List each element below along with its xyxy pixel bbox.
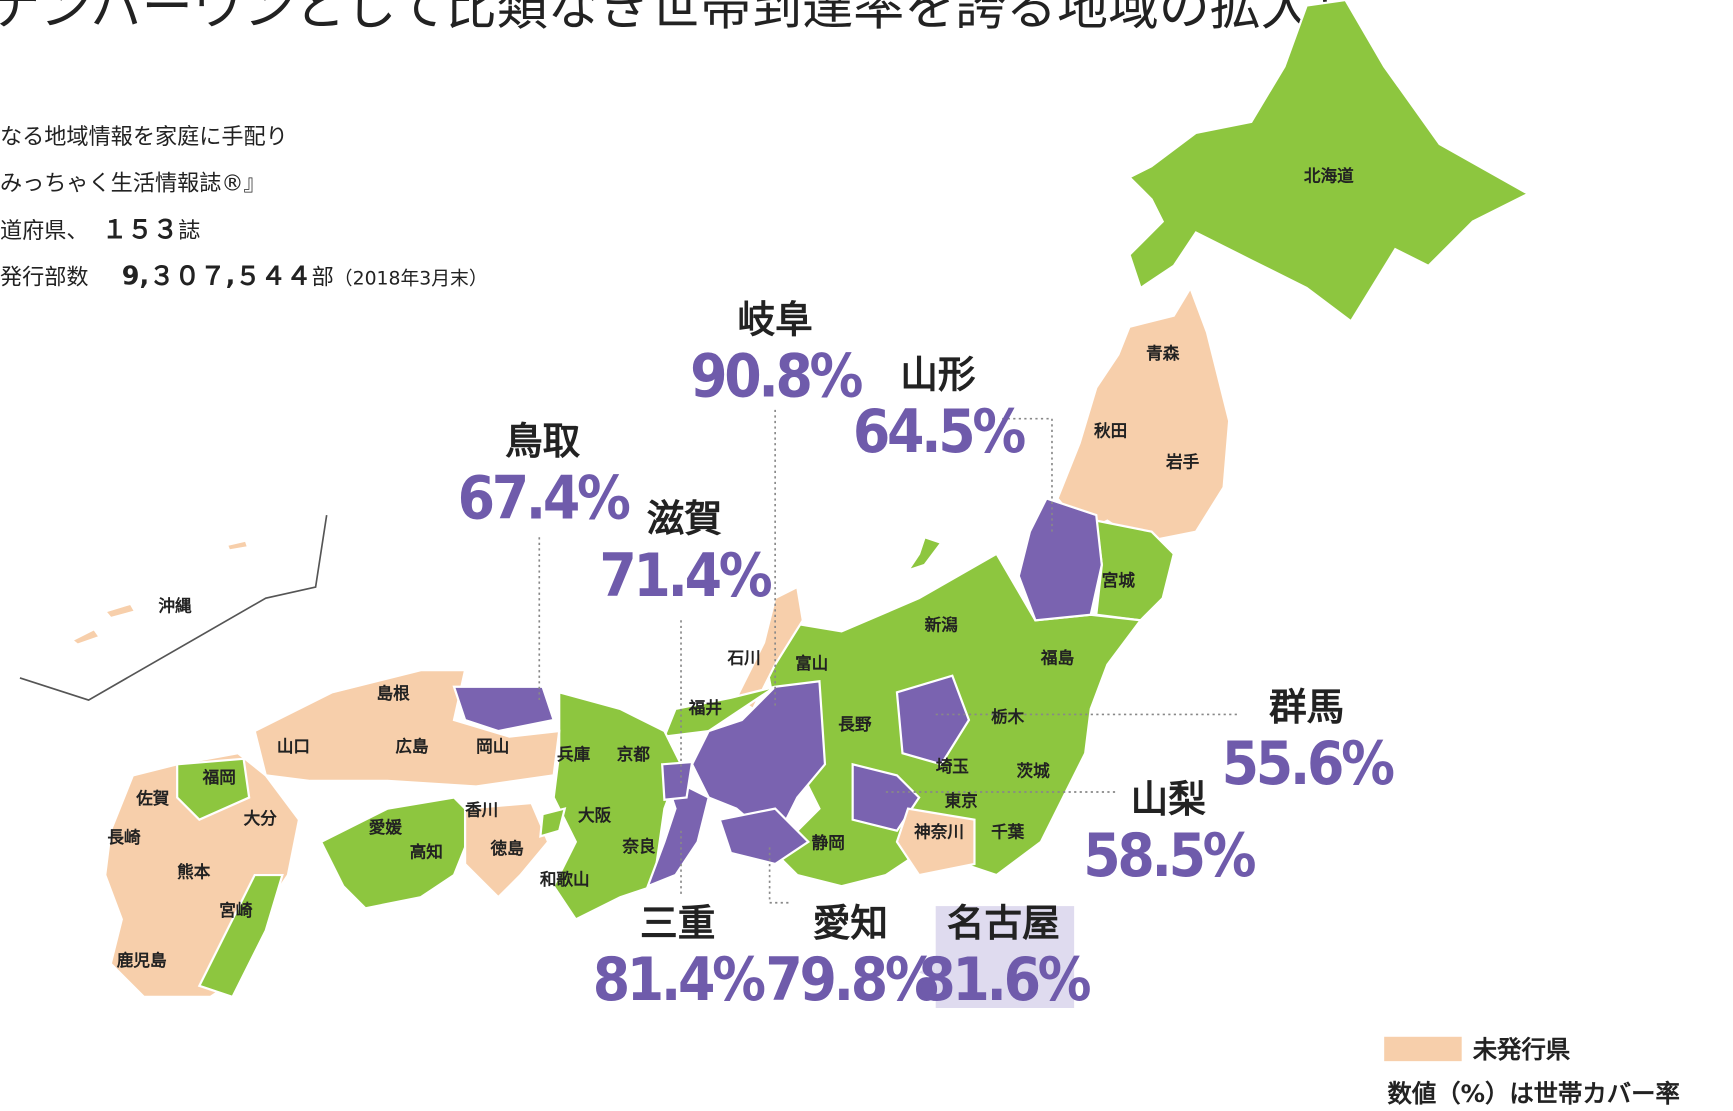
prefecture-label: 兵庫 bbox=[557, 744, 591, 764]
prefecture-label: 京都 bbox=[617, 744, 651, 764]
prefecture-label: 福井 bbox=[688, 697, 722, 717]
prefecture-label: 宮城 bbox=[1102, 570, 1136, 590]
prefecture-label: 岡山 bbox=[476, 737, 509, 756]
intro-line: 道府県、 １５３誌 bbox=[0, 215, 200, 245]
prefecture-label: 石川 bbox=[727, 649, 761, 668]
prefecture-label: 愛媛 bbox=[369, 817, 403, 837]
prefecture-label: 徳島 bbox=[490, 838, 525, 858]
region bbox=[227, 541, 248, 551]
intro-line: みっちゃく生活情報誌®』 bbox=[0, 171, 266, 197]
callout-name: 山形 bbox=[900, 353, 976, 397]
region bbox=[105, 604, 135, 618]
prefecture-label: 長野 bbox=[838, 715, 872, 734]
prefecture-label: 高知 bbox=[410, 841, 443, 861]
prefecture-label: 大阪 bbox=[578, 805, 612, 825]
intro-number: 9,３０７,５４４ bbox=[122, 262, 312, 292]
prefecture-label: 大分 bbox=[244, 808, 278, 828]
prefecture-label: 秋田 bbox=[1094, 420, 1127, 440]
callout-value: 79.8% bbox=[765, 945, 937, 1015]
callout-name: 三重 bbox=[640, 901, 715, 945]
intro-note: （2018年3月末） bbox=[334, 268, 488, 290]
region bbox=[321, 798, 476, 909]
intro-text: 誌 bbox=[178, 218, 200, 244]
prefecture-label: 鹿児島 bbox=[117, 950, 167, 970]
region bbox=[1129, 0, 1528, 321]
callout-value: 64.5% bbox=[853, 397, 1025, 467]
prefecture-label: 福岡 bbox=[202, 767, 236, 787]
prefecture-label: 熊本 bbox=[177, 861, 211, 881]
callout-value: 90.8% bbox=[690, 342, 862, 412]
legend: 未発行県 数値（%）は世帯カバー率 bbox=[1384, 1035, 1680, 1108]
legend-label: 未発行県 bbox=[1473, 1035, 1571, 1064]
title: ナンバーワンとして比類なき世帯到達率を誇る地域の拡大） bbox=[0, 0, 1363, 37]
intro-line: 発行部数 9,３０７,５４４部（2018年3月末） bbox=[0, 262, 488, 292]
intro-line: なる地域情報を家庭に手配り bbox=[0, 124, 288, 150]
prefecture-label: 千葉 bbox=[991, 821, 1025, 841]
callout-value: 81.4% bbox=[593, 945, 765, 1015]
prefecture-label: 北海道 bbox=[1304, 166, 1354, 186]
prefecture-label: 埼玉 bbox=[936, 756, 970, 776]
prefecture-label: 新潟 bbox=[925, 614, 959, 634]
callout-value: 81.6% bbox=[918, 945, 1090, 1015]
prefecture-label: 岩手 bbox=[1165, 452, 1200, 472]
callout-name: 名古屋 bbox=[947, 901, 1060, 945]
intro-text: 発行部数 bbox=[0, 265, 89, 291]
prefecture-label: 奈良 bbox=[621, 836, 656, 856]
prefecture-label: 神奈川 bbox=[914, 821, 964, 841]
region bbox=[662, 762, 692, 800]
prefecture-label: 広島 bbox=[395, 736, 429, 756]
callout-value: 71.4% bbox=[599, 541, 771, 611]
prefecture-label: 茨城 bbox=[1017, 761, 1051, 781]
callout-name: 岐阜 bbox=[738, 297, 813, 341]
prefecture-label: 東京 bbox=[945, 790, 978, 810]
prefecture-label: 島根 bbox=[376, 683, 410, 703]
callout-name: 滋賀 bbox=[647, 497, 722, 541]
map-page: ナンバーワンとして比類なき世帯到達率を誇る地域の拡大） なる地域情報を家庭に手配… bbox=[0, 0, 1733, 1111]
prefecture-label: 佐賀 bbox=[135, 788, 170, 808]
prefecture-label: 長崎 bbox=[107, 827, 141, 847]
intro: なる地域情報を家庭に手配り みっちゃく生活情報誌®』 道府県、 １５３誌 発行部数… bbox=[0, 124, 488, 292]
prefecture-label: 山口 bbox=[277, 737, 310, 756]
callout-name: 愛知 bbox=[813, 901, 888, 945]
region bbox=[897, 809, 975, 875]
prefecture-label: 福島 bbox=[1040, 648, 1075, 668]
region bbox=[1019, 498, 1102, 620]
callout-name: 鳥取 bbox=[505, 419, 581, 463]
prefecture-label: 静岡 bbox=[812, 833, 845, 853]
region bbox=[72, 629, 100, 645]
prefecture-label: 沖縄 bbox=[158, 596, 192, 616]
intro-text: 部 bbox=[312, 265, 334, 291]
region bbox=[1058, 288, 1230, 543]
prefecture-label: 栃木 bbox=[991, 706, 1025, 726]
callout-value: 67.4% bbox=[458, 463, 630, 533]
callout-value: 55.6% bbox=[1222, 729, 1394, 799]
callout-name: 山梨 bbox=[1131, 777, 1207, 821]
prefecture-label: 和歌山 bbox=[540, 869, 590, 889]
region bbox=[540, 809, 564, 837]
intro-number: １５３ bbox=[102, 215, 178, 245]
intro-text: 道府県、 bbox=[0, 218, 89, 244]
prefecture-label: 香川 bbox=[465, 800, 498, 819]
callout-name: 群馬 bbox=[1269, 685, 1344, 729]
region bbox=[908, 537, 941, 570]
prefecture-label: 富山 bbox=[795, 653, 828, 673]
prefecture-label: 青森 bbox=[1146, 343, 1180, 363]
legend-swatch bbox=[1384, 1037, 1462, 1061]
callout-value: 58.5% bbox=[1083, 821, 1255, 891]
prefecture-label: 宮崎 bbox=[219, 900, 253, 920]
legend-note: 数値（%）は世帯カバー率 bbox=[1388, 1079, 1680, 1108]
